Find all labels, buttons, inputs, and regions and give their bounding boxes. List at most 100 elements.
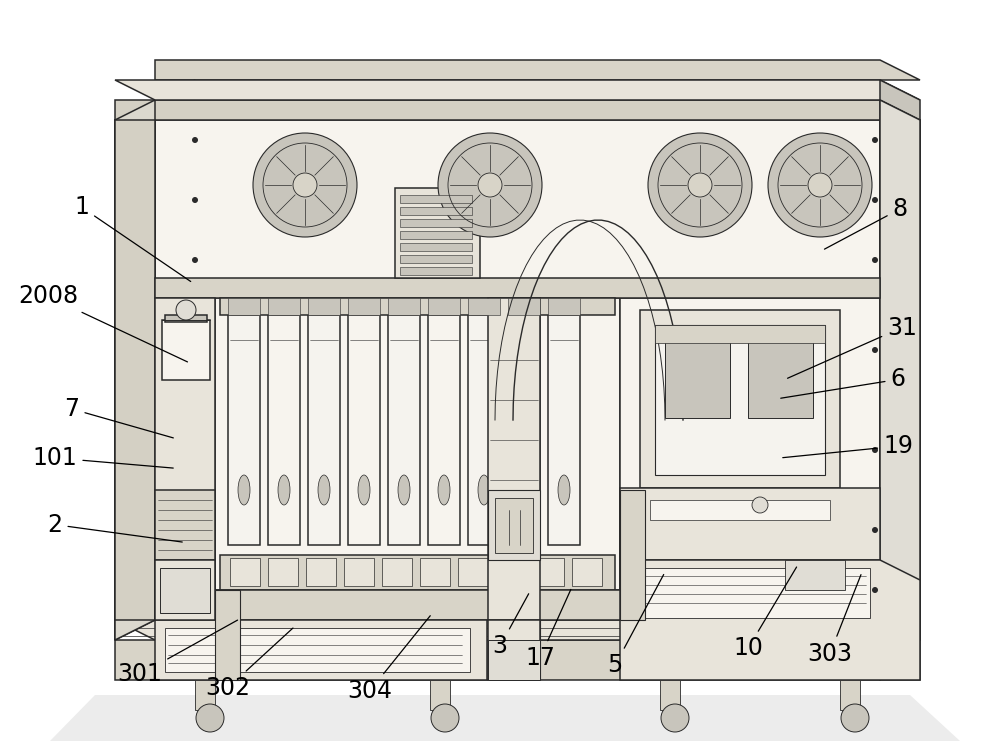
- Bar: [268, 298, 300, 315]
- Circle shape: [192, 137, 198, 143]
- Polygon shape: [155, 298, 215, 620]
- Circle shape: [872, 447, 878, 453]
- Polygon shape: [880, 100, 920, 640]
- Circle shape: [648, 133, 752, 237]
- Circle shape: [661, 704, 689, 732]
- Bar: [400, 267, 472, 275]
- Polygon shape: [155, 620, 487, 680]
- Bar: [195, 680, 215, 710]
- Text: 7: 7: [64, 397, 173, 438]
- Polygon shape: [115, 100, 880, 120]
- Ellipse shape: [398, 475, 410, 505]
- Bar: [228, 298, 260, 315]
- Bar: [165, 628, 470, 672]
- Polygon shape: [155, 120, 880, 280]
- Text: 5: 5: [607, 574, 664, 677]
- Text: 2008: 2008: [18, 285, 187, 362]
- Bar: [400, 207, 472, 215]
- Polygon shape: [880, 100, 920, 640]
- Circle shape: [192, 257, 198, 263]
- Bar: [458, 558, 488, 586]
- Polygon shape: [880, 80, 920, 120]
- Polygon shape: [155, 60, 920, 80]
- Bar: [665, 338, 730, 418]
- Bar: [400, 231, 472, 239]
- Polygon shape: [548, 308, 580, 545]
- Text: 17: 17: [525, 589, 571, 670]
- Bar: [115, 120, 155, 620]
- Bar: [215, 590, 240, 680]
- Bar: [660, 680, 680, 710]
- Circle shape: [176, 300, 196, 320]
- Polygon shape: [155, 490, 215, 560]
- Polygon shape: [215, 298, 620, 590]
- Circle shape: [872, 137, 878, 143]
- Polygon shape: [115, 640, 880, 680]
- Text: 302: 302: [206, 628, 293, 700]
- Bar: [488, 640, 540, 680]
- Text: 8: 8: [824, 197, 908, 249]
- Polygon shape: [155, 278, 880, 298]
- Polygon shape: [165, 315, 207, 322]
- Polygon shape: [220, 298, 615, 315]
- Polygon shape: [195, 80, 880, 600]
- Bar: [495, 498, 533, 553]
- Polygon shape: [115, 620, 920, 640]
- Bar: [488, 490, 540, 560]
- Polygon shape: [640, 310, 840, 488]
- Circle shape: [768, 133, 872, 237]
- Bar: [382, 558, 412, 586]
- Polygon shape: [880, 620, 920, 680]
- Bar: [650, 500, 830, 520]
- Polygon shape: [395, 188, 480, 278]
- Circle shape: [196, 704, 224, 732]
- Bar: [785, 560, 845, 590]
- Bar: [655, 325, 825, 343]
- Ellipse shape: [278, 475, 290, 505]
- Bar: [344, 558, 374, 586]
- Polygon shape: [488, 298, 540, 620]
- Polygon shape: [155, 80, 195, 620]
- Text: 304: 304: [348, 616, 430, 702]
- Text: 19: 19: [783, 434, 913, 458]
- Polygon shape: [220, 555, 615, 590]
- Bar: [655, 325, 825, 475]
- Circle shape: [752, 497, 768, 513]
- Bar: [400, 219, 472, 227]
- Circle shape: [192, 197, 198, 203]
- Polygon shape: [468, 308, 500, 545]
- Bar: [748, 338, 813, 418]
- Polygon shape: [162, 320, 210, 380]
- Polygon shape: [348, 308, 380, 545]
- Text: 6: 6: [781, 368, 906, 398]
- Circle shape: [808, 173, 832, 197]
- Text: 3: 3: [492, 594, 529, 658]
- Text: 303: 303: [808, 574, 861, 665]
- Circle shape: [431, 704, 459, 732]
- Ellipse shape: [438, 475, 450, 505]
- Ellipse shape: [358, 475, 370, 505]
- Bar: [508, 298, 540, 315]
- Circle shape: [841, 704, 869, 732]
- Text: 101: 101: [33, 446, 173, 470]
- Circle shape: [478, 173, 502, 197]
- Polygon shape: [620, 298, 880, 620]
- Bar: [388, 298, 420, 315]
- Bar: [348, 298, 380, 315]
- Bar: [268, 558, 298, 586]
- Bar: [620, 490, 645, 620]
- Bar: [160, 568, 210, 613]
- Bar: [428, 298, 460, 315]
- Ellipse shape: [558, 475, 570, 505]
- Circle shape: [872, 197, 878, 203]
- Bar: [308, 298, 340, 315]
- Bar: [430, 680, 450, 710]
- Ellipse shape: [478, 475, 490, 505]
- Ellipse shape: [238, 475, 250, 505]
- Polygon shape: [50, 695, 960, 741]
- Polygon shape: [155, 560, 215, 620]
- Text: 10: 10: [733, 567, 797, 660]
- Bar: [400, 195, 472, 203]
- Circle shape: [293, 173, 317, 197]
- Circle shape: [438, 133, 542, 237]
